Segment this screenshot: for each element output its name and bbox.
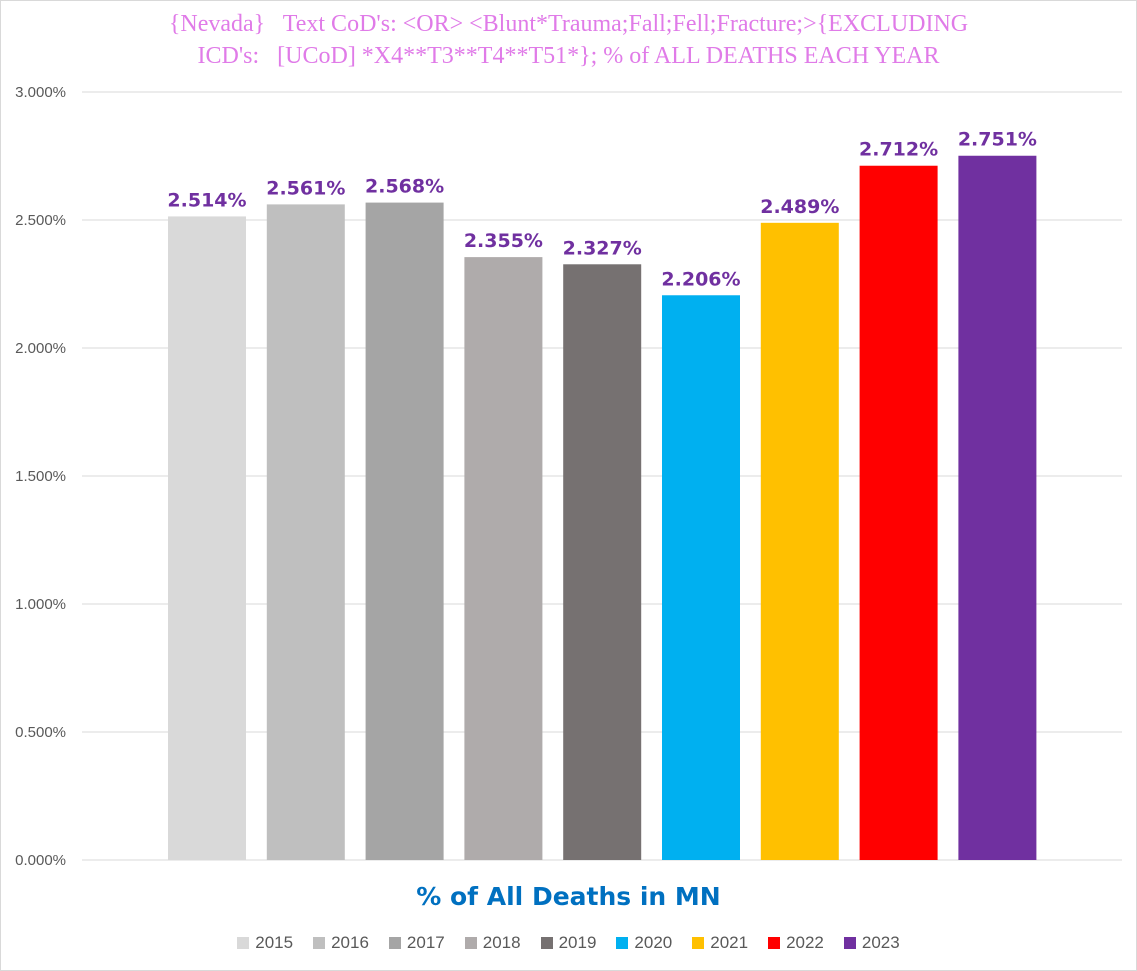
bar-2016 bbox=[266, 204, 345, 860]
data-label-2015: 2.514% bbox=[167, 189, 246, 211]
legend-swatch bbox=[768, 937, 781, 949]
y-tick-label: 2.000% bbox=[15, 340, 66, 357]
legend-swatch bbox=[464, 937, 477, 949]
legend-label: 2022 bbox=[786, 933, 824, 952]
legend-label: 2020 bbox=[634, 933, 673, 952]
legend-swatch bbox=[540, 937, 553, 949]
bar-2021 bbox=[760, 222, 839, 861]
legend-item-2021: 2021 bbox=[692, 933, 748, 953]
legend-item-2017: 2017 bbox=[388, 933, 445, 953]
legend-item-2022: 2022 bbox=[768, 933, 824, 953]
data-label-2017: 2.568% bbox=[365, 176, 444, 198]
legend-swatch bbox=[843, 937, 856, 949]
legend-swatch bbox=[313, 937, 326, 949]
data-label-2023: 2.751% bbox=[958, 129, 1037, 151]
legend-item-2020: 2020 bbox=[616, 933, 672, 953]
bar-2023 bbox=[958, 155, 1037, 860]
chart-title: {Nevada} Text CoD's: <OR> <Blunt*Trauma;… bbox=[168, 11, 969, 69]
legend-item-2015: 2015 bbox=[237, 933, 293, 953]
legend-label: 2016 bbox=[331, 933, 369, 952]
data-label-2020: 2.206% bbox=[661, 268, 740, 290]
legend-swatch bbox=[692, 937, 705, 949]
legend-item-2016: 2016 bbox=[313, 933, 369, 953]
legend-label: 2017 bbox=[406, 933, 445, 952]
bar-2018 bbox=[464, 257, 543, 860]
x-axis-title: % of All Deaths in MN bbox=[416, 882, 721, 911]
data-label-2022: 2.712% bbox=[859, 139, 938, 161]
y-tick-label: 0.000% bbox=[15, 852, 66, 869]
bar-2017 bbox=[365, 202, 444, 861]
bar-2020 bbox=[662, 295, 740, 860]
bar-2019 bbox=[563, 264, 642, 861]
legend-label: 2021 bbox=[710, 933, 749, 952]
y-tick-label: 1.000% bbox=[15, 596, 66, 613]
legend-swatch bbox=[237, 937, 250, 949]
legend-item-2023: 2023 bbox=[843, 933, 900, 953]
y-tick-label: 0.500% bbox=[15, 724, 66, 741]
data-label-2018: 2.355% bbox=[464, 230, 543, 252]
legend-label: 2019 bbox=[558, 933, 597, 952]
data-label-2021: 2.489% bbox=[760, 196, 839, 218]
legend: 2015 2016 2017 2018 2019 2020 2021 2022 2023 bbox=[0, 933, 1137, 953]
legend-swatch bbox=[616, 937, 629, 949]
y-tick-label: 2.500% bbox=[15, 212, 66, 229]
legend-label: 2023 bbox=[861, 933, 900, 952]
bar-2015 bbox=[168, 216, 246, 860]
legend-label: 2015 bbox=[255, 933, 294, 952]
legend-swatch bbox=[388, 937, 401, 949]
bar-2022 bbox=[859, 165, 938, 860]
y-tick-label: 1.500% bbox=[15, 468, 66, 485]
legend-item-2019: 2019 bbox=[540, 933, 597, 953]
legend-item-2018: 2018 bbox=[464, 933, 521, 953]
legend-label: 2018 bbox=[482, 933, 521, 952]
data-label-2016: 2.561% bbox=[266, 177, 345, 199]
y-tick-label: 3.000% bbox=[15, 84, 66, 101]
data-label-2019: 2.327% bbox=[563, 237, 642, 259]
